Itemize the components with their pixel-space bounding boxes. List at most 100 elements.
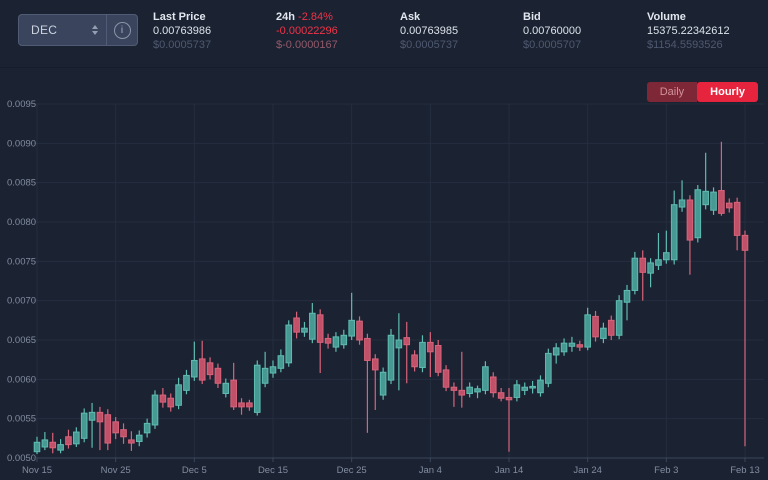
stat-sub-value: $0.0005707	[523, 39, 582, 51]
candle-body	[395, 339, 403, 349]
candle-body	[104, 414, 112, 444]
candle	[718, 141, 725, 216]
candle	[198, 340, 206, 385]
candle-body	[592, 315, 599, 338]
stat-label: Ask	[400, 11, 421, 23]
daily-button[interactable]: Daily	[646, 82, 698, 102]
candle-body	[560, 342, 568, 353]
candle	[387, 328, 395, 385]
candle-body	[505, 396, 513, 401]
candle	[600, 322, 607, 344]
candle-body	[112, 421, 119, 434]
candle	[592, 310, 599, 342]
candle-body	[521, 386, 529, 391]
candle-body	[143, 422, 151, 434]
candlestick-chart[interactable]: 0.0095 0.0090 0.0085 0.0080 0.0075 0.0070 0.00…	[0, 68, 768, 480]
candle	[112, 417, 119, 440]
stat-label: Bid	[523, 11, 541, 23]
candle	[301, 321, 308, 337]
candle-body	[324, 337, 332, 344]
y-axis-label: 0.0090	[7, 138, 36, 149]
candle	[143, 418, 151, 438]
candle	[41, 432, 49, 451]
candle	[702, 152, 709, 210]
candle	[80, 408, 88, 443]
candle-body	[65, 436, 72, 446]
stat-volume: Volume 15375.22342612 $1154.5593526	[647, 10, 730, 52]
candle-body	[238, 402, 245, 408]
candle	[191, 341, 198, 381]
x-axis-label: Jan 24	[573, 465, 602, 476]
candle	[324, 333, 332, 349]
candle	[489, 372, 497, 398]
candle-body	[293, 317, 300, 333]
candle-body	[623, 289, 631, 303]
candle-body	[411, 354, 418, 368]
pair-selector[interactable]: DEC i	[18, 14, 138, 46]
candle	[96, 406, 104, 451]
candle-body	[670, 204, 678, 261]
candle-body	[718, 190, 725, 214]
candle	[670, 190, 678, 265]
candle-body	[576, 344, 584, 348]
candle	[395, 313, 403, 391]
candle	[442, 365, 450, 392]
candle-body	[159, 394, 167, 403]
candle-body	[128, 439, 135, 444]
stat-sub-value: $0.0005737	[153, 39, 212, 51]
candle	[120, 423, 127, 444]
candle-body	[529, 385, 536, 389]
candle-body	[41, 439, 49, 448]
candle	[576, 340, 584, 352]
candle-body	[482, 366, 489, 391]
candle-body	[73, 431, 80, 445]
candle	[214, 363, 222, 388]
x-axis-label: Nov 15	[22, 465, 52, 476]
candle	[379, 367, 387, 400]
candle	[238, 398, 245, 415]
candle	[552, 343, 560, 364]
candle-body	[301, 327, 308, 333]
candle-body	[434, 345, 442, 373]
candle-body	[631, 257, 639, 291]
y-axis-label: 0.0055	[7, 414, 36, 425]
candle-body	[348, 319, 355, 337]
candle	[505, 387, 513, 452]
candle	[482, 361, 489, 395]
stat-sub-value: $-0.0000167	[276, 39, 338, 51]
candle-body	[403, 337, 411, 346]
candle-body	[663, 252, 670, 261]
interval-toggle: Daily Hourly	[646, 82, 758, 102]
candle	[733, 197, 741, 251]
candle	[285, 320, 293, 367]
stat-value: 0.00760000	[523, 25, 582, 37]
candle	[568, 336, 576, 352]
candle-body	[639, 257, 647, 273]
candle	[104, 409, 112, 451]
y-axis-label: 0.0080	[7, 217, 36, 228]
candle	[615, 295, 623, 340]
candle-body	[552, 347, 560, 356]
candle	[529, 380, 536, 394]
candle-body	[167, 397, 175, 408]
candle	[316, 309, 324, 374]
candle-body	[741, 234, 749, 251]
candle	[545, 348, 552, 388]
candle	[371, 354, 379, 411]
candle-body	[261, 367, 269, 384]
candle-body	[678, 199, 686, 208]
stat-label: 24h	[276, 11, 295, 23]
info-button[interactable]: i	[107, 21, 137, 39]
candle-body	[191, 359, 198, 378]
candle-body	[647, 262, 654, 274]
candle-body	[474, 388, 481, 393]
stat-last-price: Last Price 0.00763986 $0.0005737	[153, 10, 211, 52]
candle-body	[151, 394, 159, 426]
candle	[584, 307, 591, 351]
candle	[246, 399, 253, 411]
candle	[151, 390, 159, 429]
x-axis-label: Dec 15	[258, 465, 288, 476]
hourly-button[interactable]: Hourly	[697, 82, 758, 102]
x-axis-label: Jan 14	[495, 465, 524, 476]
